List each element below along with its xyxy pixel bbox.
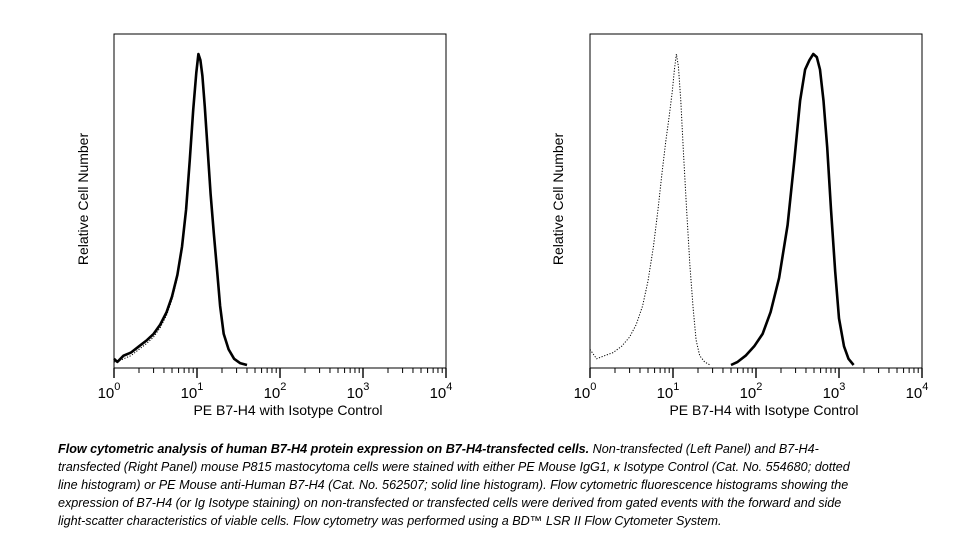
left-panel: 100 101 102 103 104 PE B7-H4 with Isotype Con… [75, 33, 453, 418]
plot-frame [589, 33, 923, 369]
x-tick-label: 103 [823, 381, 846, 402]
x-tick-label: 102 [264, 381, 287, 402]
right-panel: 100 101 102 103 104 PE B7-H4 with Isotype Con… [550, 33, 929, 418]
caption-body: Non-transfected (Left Panel) and B7-H4-t… [58, 442, 850, 528]
x-axis-label: PE B7-H4 with Isotype Control [669, 402, 858, 418]
y-axis-label: Relative Cell Number [550, 133, 566, 266]
solid-histogram [730, 52, 855, 367]
x-tick-label: 100 [98, 381, 121, 402]
x-tick-label: 104 [906, 381, 929, 402]
x-axis-label: PE B7-H4 with Isotype Control [193, 402, 382, 418]
figure-caption: Flow cytometric analysis of human B7-H4 … [58, 440, 858, 530]
x-tick-label: 101 [181, 381, 204, 402]
solid-histogram [113, 52, 248, 367]
x-tick-label: 103 [347, 381, 370, 402]
figure: 100 101 102 103 104 PE B7-H4 with Isotype Con… [75, 33, 929, 418]
x-tick-label: 104 [430, 381, 453, 402]
caption-lead: Flow cytometric analysis of human B7-H4 … [58, 442, 590, 456]
x-tick-label: 101 [657, 381, 680, 402]
y-axis-label: Relative Cell Number [75, 133, 91, 266]
x-tick-label: 102 [740, 381, 763, 402]
x-tick-label: 100 [574, 381, 597, 402]
dotted-histogram [114, 56, 248, 366]
dotted-histogram [589, 53, 711, 366]
